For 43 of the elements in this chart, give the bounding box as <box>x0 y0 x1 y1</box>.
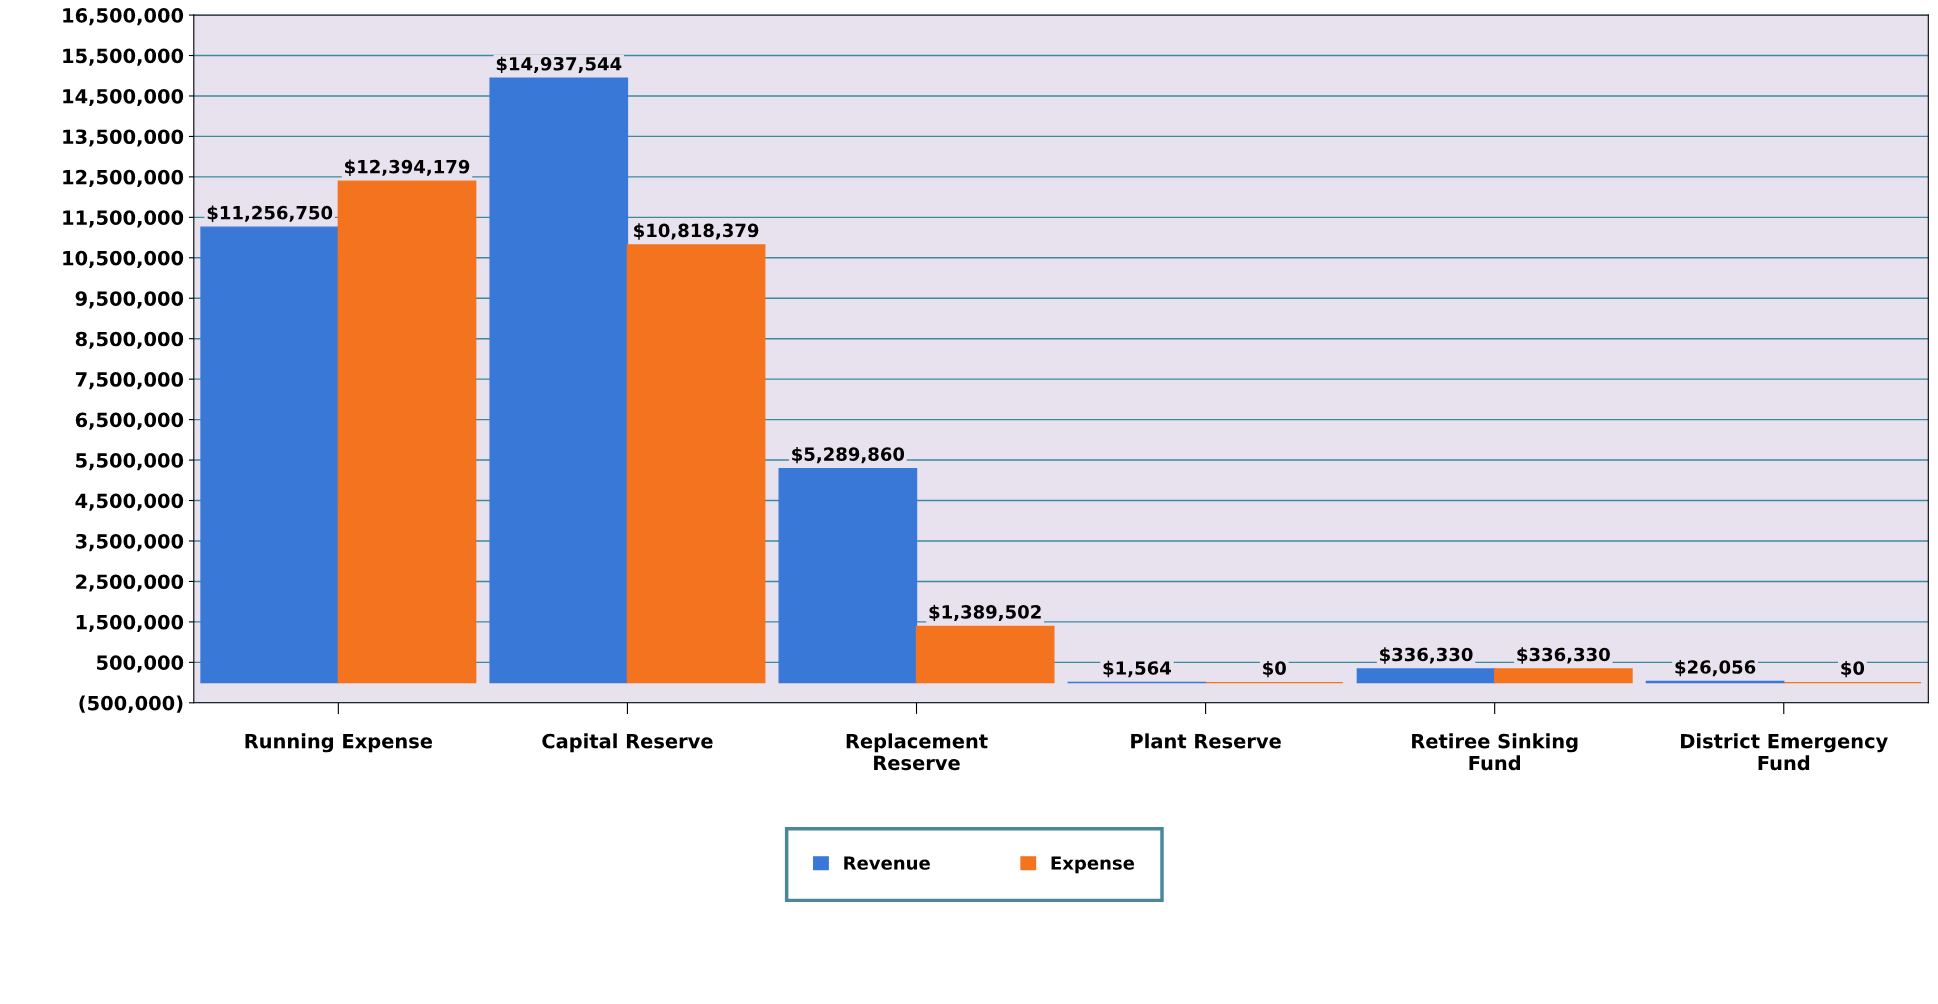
x-tick-label: Capital Reserve <box>542 733 713 753</box>
y-tick-label: 12,500,000 <box>63 169 184 188</box>
y-tick-label: 500,000 <box>97 655 184 673</box>
y-tick-label: 5,500,000 <box>76 453 184 471</box>
legend-label: Expense <box>1051 856 1135 874</box>
x-tick-label: Plant Reserve <box>1131 733 1281 749</box>
y-tick-label: 8,500,000 <box>75 331 184 349</box>
bar <box>200 226 340 684</box>
data-label: $1,564 <box>1103 660 1171 678</box>
data-label: $26,056 <box>1675 659 1756 677</box>
data-label: $10,818,379 <box>634 223 759 240</box>
y-tick-label: 7,500,000 <box>75 372 184 390</box>
x-tick-label: Replacement Reserve <box>846 733 988 771</box>
bar <box>1493 668 1633 684</box>
y-tick-label: 9,500,000 <box>75 291 184 309</box>
data-label: $12,394,179 <box>345 159 470 176</box>
y-tick-label: 2,500,000 <box>76 574 184 592</box>
x-tick-label: District Emergency Fund <box>1681 733 1888 771</box>
data-label: $14,937,544 <box>496 56 622 73</box>
y-tick-label: 1,500,000 <box>76 614 184 633</box>
y-tick-label: (500,000) <box>79 695 183 713</box>
bar <box>1356 668 1496 684</box>
y-tick-label: 10,500,000 <box>63 250 184 268</box>
y-tick-label: 14,500,000 <box>63 88 184 107</box>
y-tick-label: 11,500,000 <box>63 210 184 228</box>
data-label: $1,389,502 <box>929 604 1041 622</box>
y-tick-label: 13,500,000 <box>63 129 184 147</box>
bar <box>778 467 918 684</box>
data-label: $0 <box>1841 660 1865 678</box>
x-tick-label: Running Expense <box>245 733 433 753</box>
y-tick-label: 16,500,000 <box>63 8 184 26</box>
y-tick-label: 4,500,000 <box>75 493 184 511</box>
bar <box>489 77 629 684</box>
y-tick-label: 6,500,000 <box>75 412 184 430</box>
legend-label: Revenue <box>844 856 930 870</box>
data-label: $11,256,750 <box>207 205 333 222</box>
x-tick-label: Retiree Sinking Fund <box>1412 733 1578 771</box>
data-label: $336,330 <box>1517 647 1610 664</box>
data-label: $5,289,860 <box>792 446 905 464</box>
y-tick-label: 3,500,000 <box>75 533 184 552</box>
data-label: $336,330 <box>1380 647 1473 664</box>
data-label: $0 <box>1263 660 1286 678</box>
y-tick-label: 15,500,000 <box>63 48 184 66</box>
